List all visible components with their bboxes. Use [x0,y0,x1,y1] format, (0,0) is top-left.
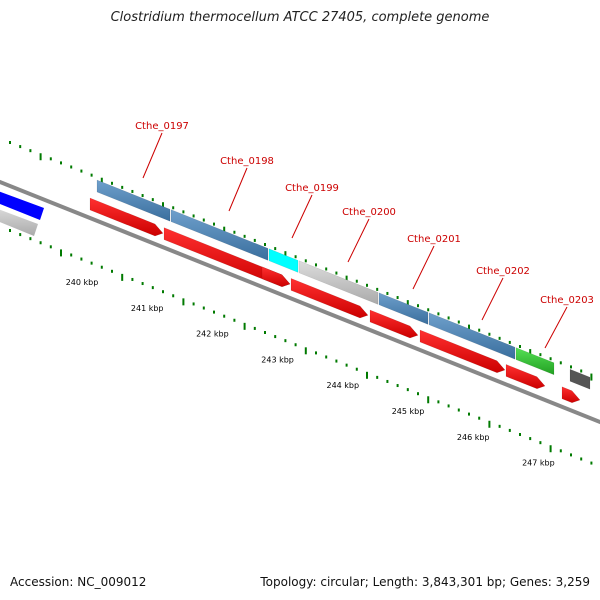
leader-line [481,277,504,321]
cds-feature-cthe-0202[interactable] [419,329,506,374]
gene-feature-gray-left [0,209,38,236]
kbp-position-label: 245 kbp [392,407,425,416]
leader-line [142,132,163,179]
kbp-position-label: 243 kbp [261,355,294,364]
gene-feature-cthe-0198[interactable] [170,209,269,261]
kbp-position-label: 242 kbp [196,330,229,339]
leader-line [291,194,313,239]
gene-feature-navy [0,191,44,220]
cds-feature-small[interactable] [561,386,581,404]
cds-feature-cthe-0201[interactable] [369,309,419,339]
inner-tick-track [9,229,593,465]
gene-feature-cthe-0199[interactable] [268,248,299,273]
gene-label: Cthe_0200 [342,207,396,218]
kbp-position-label: 246 kbp [457,433,490,442]
genome-summary-text: Topology: circular; Length: 3,843,301 bp… [260,575,590,589]
backbone-line [0,179,600,425]
gene-label: Cthe_0202 [476,266,530,277]
gene-feature-cthe-0201[interactable] [378,292,429,325]
kbp-position-label: 247 kbp [522,459,555,468]
gene-label: Cthe_0201 [407,234,461,245]
gene-label: Cthe_0197 [135,121,189,132]
cds-feature-cthe-0200[interactable] [290,278,369,319]
gene-feature-cthe-0200[interactable] [298,260,379,305]
map-title: Clostridium thermocellum ATCC 27405, com… [110,10,490,25]
gene-label: Cthe_0199 [285,183,339,194]
gene-feature-cthe-0203[interactable] [515,347,555,376]
cds-feature-cthe-0199[interactable] [261,266,291,288]
backbone-line-inner [0,220,600,458]
leader-line [228,167,248,212]
kbp-position-label: 244 kbp [326,381,359,390]
leader-line [412,245,435,290]
gene-label: Cthe_0198 [220,156,274,167]
gene-feature-cthe-0202[interactable] [428,312,516,360]
leader-line [347,218,370,263]
gene-feature-dark[interactable] [569,368,591,390]
cds-feature-cthe-0197[interactable] [89,197,164,237]
gene-label: Cthe_0203 [540,295,594,306]
cds-feature-cthe-0203[interactable] [505,364,546,390]
gene-feature-cthe-0197[interactable] [96,179,171,222]
kbp-position-label: 240 kbp [66,278,99,287]
leader-line [544,306,568,349]
accession-text: Accession: NC_009012 [10,575,147,589]
kbp-position-label: 241 kbp [131,304,164,313]
